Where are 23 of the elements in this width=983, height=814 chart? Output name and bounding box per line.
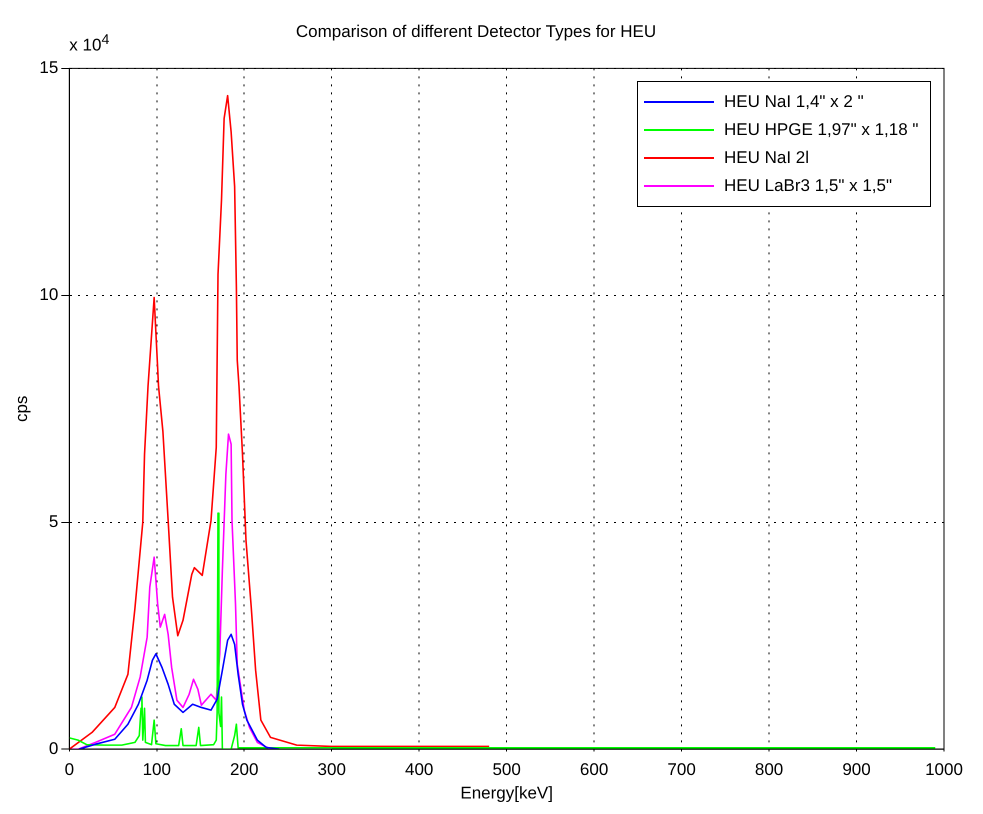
x-tick-label: 300 bbox=[318, 760, 346, 780]
x-tick-label: 200 bbox=[230, 760, 258, 780]
x-tick-label: 100 bbox=[142, 760, 171, 780]
x-axis-title: Energy[keV] bbox=[460, 783, 553, 802]
x-tick-label: 500 bbox=[492, 760, 521, 780]
legend-label: HEU HPGE 1,97" x 1,18 " bbox=[724, 120, 918, 140]
y-tick-label: 10 bbox=[39, 285, 58, 304]
y-tick-label: 15 bbox=[39, 58, 58, 78]
x-tick-label: 1000 bbox=[925, 760, 963, 780]
x-tick-label: 600 bbox=[580, 760, 608, 780]
legend-label: HEU LaBr3 1,5" x 1,5" bbox=[724, 176, 892, 196]
x-tick-label: 800 bbox=[754, 760, 784, 780]
text: x 10$^{4}$ bbox=[69, 32, 110, 56]
x-tick-label: 400 bbox=[405, 760, 434, 780]
y-axis-title: cps bbox=[12, 396, 31, 422]
x-tick-label: 900 bbox=[842, 760, 871, 780]
y-tick-label: 5 bbox=[48, 512, 58, 531]
x-tick-label: 700 bbox=[667, 760, 696, 780]
x-tick-label: 0 bbox=[64, 760, 74, 780]
y-tick-label: 0 bbox=[48, 738, 58, 758]
legend-label: HEU NaI 2l bbox=[724, 148, 810, 168]
legend-label: HEU NaI 1,4" x 2 " bbox=[724, 92, 864, 112]
chart-title: Comparison of different Detector Types for HEU bbox=[296, 22, 656, 41]
